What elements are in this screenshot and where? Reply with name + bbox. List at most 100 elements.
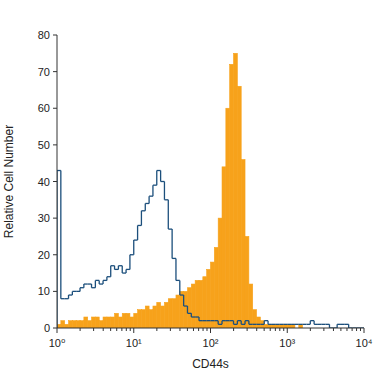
histogram-bar — [283, 324, 287, 328]
y-tick — [53, 291, 57, 292]
histogram-bar — [103, 317, 107, 328]
histogram-bar — [237, 86, 241, 328]
y-tick-label: 20 — [38, 249, 50, 261]
step-segment — [203, 320, 207, 321]
histogram-bar — [214, 247, 218, 328]
x-tick-label: 10² — [203, 337, 219, 349]
step-segment — [226, 320, 230, 321]
histogram-bar — [92, 317, 96, 328]
step-connectors — [57, 171, 364, 328]
minor-tick — [264, 328, 265, 331]
histogram-bar — [115, 313, 119, 328]
step-segment — [318, 324, 322, 325]
step-segment — [303, 324, 307, 325]
histogram-bar — [191, 284, 195, 328]
minor-tick — [170, 328, 171, 331]
histogram-bar — [276, 324, 280, 328]
y-tick — [53, 71, 57, 72]
minor-tick — [356, 328, 357, 331]
histogram-bar — [61, 321, 65, 328]
minor-tick — [283, 328, 284, 331]
y-tick — [53, 218, 57, 219]
step-segment — [299, 324, 303, 325]
histogram-bar — [118, 317, 122, 328]
y-axis-label: Relative Cell Number — [2, 125, 16, 238]
histogram-bar — [80, 321, 84, 328]
x-tick-label: 10³ — [279, 337, 295, 349]
y-tick — [53, 35, 57, 36]
histogram-bar — [195, 280, 199, 328]
histogram-bar — [126, 313, 130, 328]
histogram-bar — [168, 299, 172, 328]
histogram-bar — [199, 280, 203, 328]
x-tick — [133, 328, 134, 333]
histogram-bar — [153, 306, 157, 328]
y-tick — [53, 181, 57, 182]
histogram-bar — [172, 299, 176, 328]
histogram-bar — [149, 310, 153, 328]
minor-tick — [103, 328, 104, 331]
step-segment — [272, 324, 276, 325]
histogram-bar — [122, 313, 126, 328]
histogram-bar — [299, 324, 303, 328]
minor-tick — [110, 328, 111, 331]
histogram-bar — [272, 324, 276, 328]
histogram-bar — [95, 317, 99, 328]
y-tick-label: 10 — [38, 285, 50, 297]
histogram-bar — [176, 295, 180, 328]
y-tick-label: 80 — [38, 29, 50, 41]
step-segment — [291, 324, 295, 325]
minor-tick — [203, 328, 204, 331]
minor-tick — [156, 328, 157, 331]
minor-tick — [80, 328, 81, 331]
y-tick-label: 0 — [44, 322, 50, 334]
y-tick-label: 50 — [38, 139, 50, 151]
histogram-bar — [203, 277, 207, 328]
step-segment — [295, 324, 299, 325]
step-segment — [280, 324, 284, 325]
histogram-bar — [138, 310, 142, 328]
step-segment — [276, 324, 280, 325]
histogram-bar — [287, 324, 291, 328]
minor-tick — [93, 328, 94, 331]
histogram-bar — [218, 218, 222, 328]
histogram-bar — [164, 302, 168, 328]
step-segment — [341, 324, 345, 325]
histogram-bar — [230, 64, 234, 328]
x-tick — [210, 328, 211, 333]
y-tick-label: 60 — [38, 102, 50, 114]
minor-tick — [247, 328, 248, 331]
minor-tick — [130, 328, 131, 331]
histogram-bar — [134, 313, 138, 328]
y-tick — [53, 108, 57, 109]
y-tick-label: 30 — [38, 212, 50, 224]
histogram-bar — [69, 321, 73, 328]
minor-tick — [340, 328, 341, 331]
histogram-bar — [207, 269, 211, 328]
histogram-bar — [107, 317, 111, 328]
minor-tick — [126, 328, 127, 331]
histogram-bar — [76, 321, 80, 328]
x-axis-label: CD44s — [192, 357, 229, 371]
chart: 0102030405060708010⁰10¹10²10³10⁴CD44sRel… — [0, 0, 375, 375]
x-tick-label: 10⁰ — [49, 337, 66, 349]
minor-tick — [121, 328, 122, 331]
minor-tick — [275, 328, 276, 331]
histogram-bar — [211, 262, 215, 328]
histogram-bar — [161, 306, 165, 328]
minor-tick — [310, 328, 311, 331]
minor-tick — [187, 328, 188, 331]
histogram-bar — [268, 324, 272, 328]
histogram-bar — [99, 321, 103, 328]
minor-tick — [198, 328, 199, 331]
histogram-bar — [280, 324, 284, 328]
minor-tick — [323, 328, 324, 331]
x-tick — [287, 328, 288, 333]
minor-tick — [346, 328, 347, 331]
histogram-bar — [253, 310, 257, 328]
histogram-bar — [84, 317, 88, 328]
step-segment — [207, 320, 211, 321]
histogram-bar — [141, 310, 145, 328]
histogram-bar — [130, 317, 134, 328]
step-segment — [253, 324, 257, 325]
